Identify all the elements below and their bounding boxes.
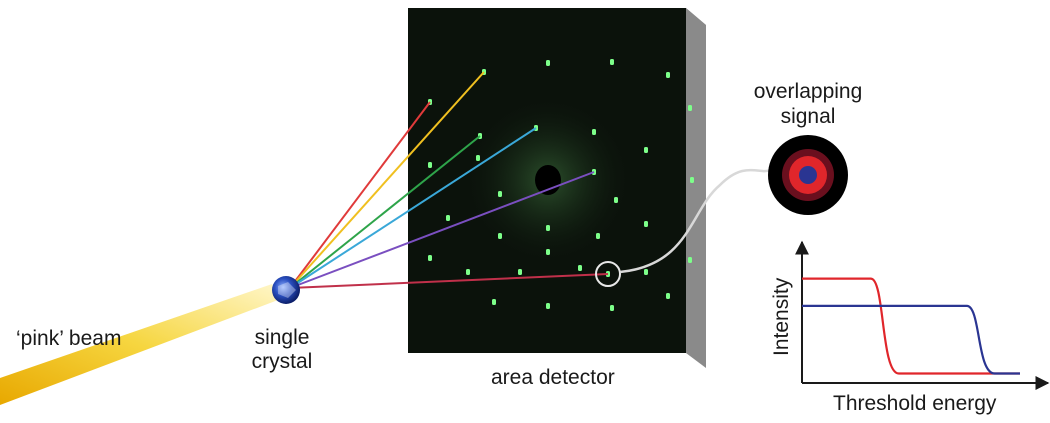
beam-label: ‘pink’ beam	[16, 327, 122, 350]
diffraction-spot	[428, 255, 432, 261]
diffraction-spot	[578, 265, 582, 271]
diffracted-ray	[289, 135, 481, 289]
diffracted-ray	[289, 101, 431, 289]
diffracted-ray	[289, 71, 485, 289]
y-axis-label: Intensity	[770, 277, 793, 356]
diffraction-spot	[688, 257, 692, 263]
diffraction-spot	[666, 293, 670, 299]
diffracted-ray	[289, 171, 595, 289]
diffraction-spot	[546, 303, 550, 309]
diffraction-spot	[614, 197, 618, 203]
pink-beam	[0, 284, 278, 405]
diffraction-spot	[644, 221, 648, 227]
blue-series-line	[802, 304, 1020, 375]
overlapping-signal-disk	[768, 135, 848, 215]
diffraction-spot	[596, 233, 600, 239]
diffraction-spot	[644, 147, 648, 153]
area-detector	[408, 8, 706, 368]
red-series-line	[802, 277, 1020, 375]
signal-label-line1: overlapping	[753, 80, 863, 103]
diffraction-spot	[546, 60, 550, 66]
diffraction-spot	[476, 155, 480, 161]
signal-label-line2: signal	[780, 105, 836, 128]
diffraction-spot	[546, 249, 550, 255]
detector-label: area detector	[491, 366, 615, 389]
diffracted-ray	[289, 127, 537, 289]
diffraction-spot	[644, 269, 648, 275]
crystal-label-line2: crystal	[251, 350, 313, 373]
diffraction-spot	[446, 215, 450, 221]
diffraction-spot	[428, 162, 432, 168]
diffraction-spot	[688, 105, 692, 111]
selected-spot-circle	[595, 261, 621, 287]
x-axis-label: Threshold energy	[833, 392, 997, 415]
diffraction-spot	[592, 129, 596, 135]
diffraction-spot	[690, 177, 694, 183]
detector-side	[686, 8, 706, 368]
connector-line	[619, 168, 771, 274]
threshold-plot	[795, 240, 1050, 390]
diffracted-rays	[289, 71, 609, 289]
diffraction-spot	[610, 59, 614, 65]
diffraction-spot	[518, 269, 522, 275]
diffracted-ray	[289, 273, 609, 289]
crystal-label-line1: single	[254, 326, 310, 349]
single-crystal	[272, 276, 300, 304]
diffraction-spot	[466, 269, 470, 275]
diffraction-spot	[546, 225, 550, 231]
diffraction-spots	[428, 59, 694, 311]
diffraction-spot	[492, 299, 496, 305]
diffraction-spot	[666, 72, 670, 78]
diffraction-spot	[498, 191, 502, 197]
diffraction-spot	[498, 233, 502, 239]
diffraction-spot	[610, 305, 614, 311]
